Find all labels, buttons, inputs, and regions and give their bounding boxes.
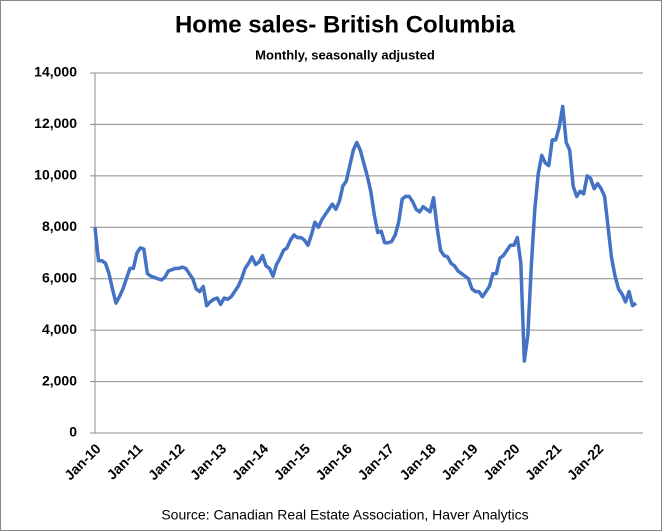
y-tick-label: 4,000 [42, 321, 77, 337]
y-tick-label: 14,000 [34, 64, 77, 80]
y-tick-label: 0 [69, 424, 77, 440]
y-tick-label: 10,000 [34, 167, 77, 183]
y-tick-label: 12,000 [34, 115, 77, 131]
y-tick-label: 2,000 [42, 372, 77, 388]
y-tick-label: 6,000 [42, 269, 77, 285]
chart-subtitle: Monthly, seasonally adjusted [255, 47, 435, 62]
chart-title: Home sales- British Columbia [175, 11, 516, 38]
source-note: Source: Canadian Real Estate Association… [161, 507, 528, 523]
y-tick-label: 8,000 [42, 218, 77, 234]
data-line [93, 104, 638, 363]
